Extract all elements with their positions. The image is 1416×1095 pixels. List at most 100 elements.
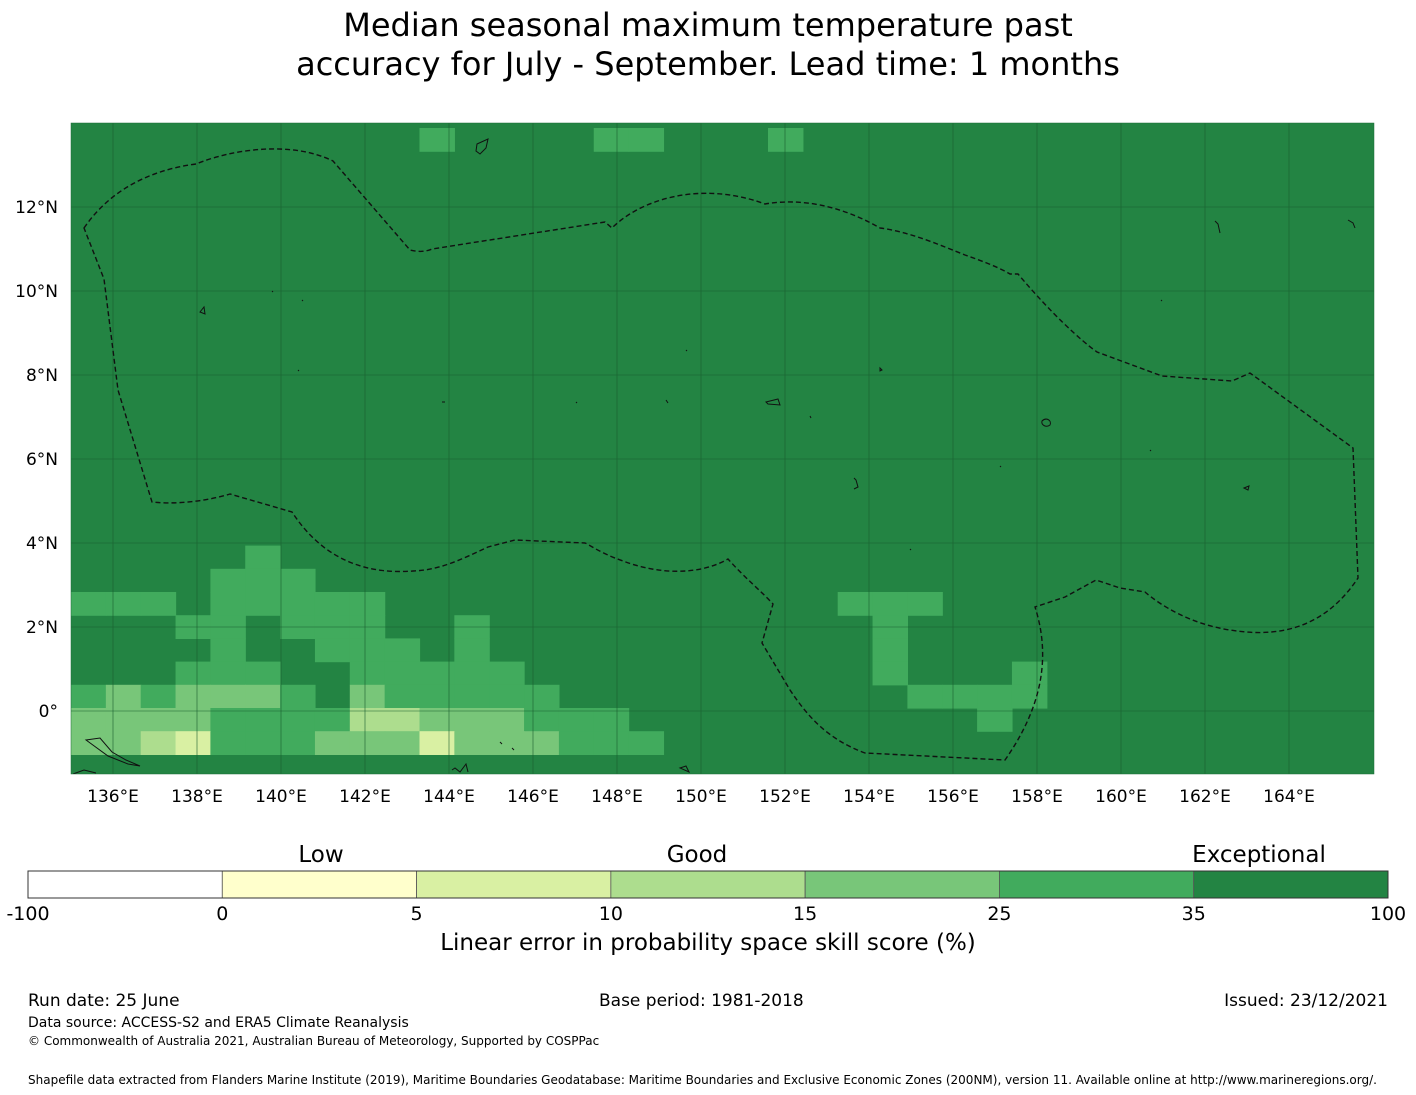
latitude-tick-labels: 12°N 10°N 8°N 6°N 4°N 2°N 0° [15, 198, 58, 722]
island-namonuito [685, 349, 688, 352]
longitude-label: 150°E [675, 787, 727, 807]
island-palau [84, 737, 141, 767]
grid-cell [175, 708, 211, 732]
grid-cell [419, 708, 455, 732]
map-frame [70, 122, 1375, 775]
grid-cell [245, 592, 281, 616]
skill-score-cells [71, 128, 1048, 755]
island-satawal [575, 401, 578, 404]
colorbar-tick-labels: -100 0 5 10 15 25 35 100 [6, 903, 1406, 925]
grid-cell [349, 638, 386, 663]
colorbar [27, 870, 1389, 899]
colorbar-segment [1193, 870, 1389, 899]
map-title: Median seasonal maximum temperature past… [0, 6, 1416, 84]
grid-cell [942, 684, 978, 709]
gridlines [71, 123, 1374, 774]
grid-cell [524, 684, 560, 709]
grid-cell [768, 128, 804, 152]
island-wuvulu [451, 762, 469, 773]
island-helen-reef [511, 747, 515, 751]
grid-cell [872, 638, 908, 663]
grid-cell [454, 638, 490, 663]
colorbar-header-low: Low [298, 842, 344, 868]
grid-cell [419, 731, 455, 755]
grid-cell [210, 568, 246, 593]
grid-cell [245, 684, 281, 709]
latitude-label: 8°N [26, 366, 58, 386]
grid-cell [454, 661, 490, 686]
island-ngatik [999, 465, 1002, 468]
grid-cell [837, 592, 874, 616]
grid-cell [628, 128, 665, 152]
island-guam [475, 138, 489, 155]
grid-cell [384, 661, 421, 686]
grid-cell [105, 708, 142, 732]
island-fais [271, 290, 274, 293]
latitude-label: 4°N [26, 534, 58, 554]
grid-cell [210, 661, 246, 686]
grid-cell [558, 731, 595, 755]
grid-cell [384, 638, 421, 663]
grid-cell [977, 684, 1013, 709]
island-enewetak [1214, 220, 1221, 234]
colorbar-label: Linear error in probability space skill … [440, 930, 976, 956]
grid-cell [454, 684, 490, 709]
grid-cell [1011, 661, 1048, 686]
island-mokil [1160, 299, 1163, 302]
longitude-label: 144°E [423, 787, 475, 807]
grid-cell [558, 708, 595, 732]
grid-cell [210, 684, 246, 709]
grid-cell [384, 684, 421, 709]
grid-cell [140, 592, 177, 616]
grid-cell [210, 731, 246, 755]
grid-cell [280, 708, 316, 732]
map-title-line-2: accuracy for July - September. Lead time… [296, 45, 1120, 83]
grid-cell [593, 128, 630, 152]
colorbar-segment [999, 870, 1195, 899]
longitude-label: 142°E [339, 787, 391, 807]
grid-cell [105, 592, 142, 616]
grid-cell [384, 708, 421, 732]
eez-boundary [83, 148, 1359, 761]
grid-cell [489, 684, 525, 709]
island-ujelang [1347, 219, 1356, 229]
island-oroluk [879, 366, 883, 372]
island-manus [678, 765, 691, 774]
copyright: © Commonwealth of Australia 2021, Austra… [28, 1034, 600, 1048]
grid-cell [210, 708, 246, 732]
grid-cell [245, 568, 281, 593]
issued-date: Issued: 23/12/2021 [1224, 991, 1388, 1011]
grid-cell [489, 731, 525, 755]
map-area [71, 123, 1374, 774]
grid-cell [349, 661, 386, 686]
grid-cell [105, 731, 142, 755]
grid-cell [245, 661, 281, 686]
grid-cell [872, 661, 908, 686]
island-puluwat [665, 399, 669, 404]
grid-cell [175, 684, 211, 709]
grid-cell [245, 545, 281, 570]
base-period: Base period: 1981-2018 [599, 991, 804, 1011]
island-hermit [809, 415, 812, 419]
grid-cell [245, 731, 281, 755]
longitude-label: 158°E [1011, 787, 1063, 807]
grid-cell [1011, 684, 1048, 709]
island-mortlocks [853, 477, 859, 490]
colorbar-segment [27, 870, 223, 899]
grid-cell [280, 731, 316, 755]
grid-cell [71, 708, 107, 732]
grid-cell [175, 661, 211, 686]
grid-cell [314, 731, 351, 755]
colorbar-tick-label: -100 [6, 903, 49, 925]
colorbar-segment [416, 870, 612, 899]
map-background [71, 123, 1374, 774]
colorbar-tick-label: 0 [216, 903, 228, 925]
island-kapingamarangi [499, 741, 503, 745]
grid-cell [524, 708, 560, 732]
island-nukuoro [909, 548, 912, 551]
island-ulithi [297, 369, 300, 372]
longitude-label: 136°E [87, 787, 139, 807]
grid-cell [419, 128, 455, 152]
island-chuuk [765, 398, 781, 406]
grid-cell [210, 638, 246, 663]
